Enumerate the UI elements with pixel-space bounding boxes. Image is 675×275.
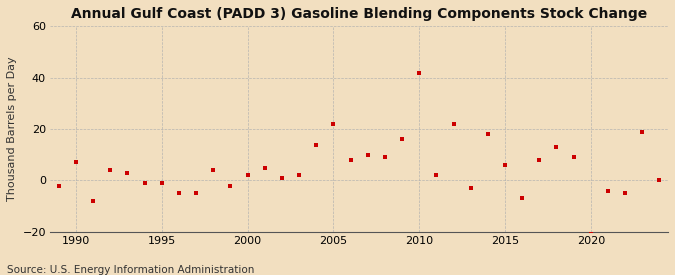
- Point: [88, 199, 99, 203]
- Text: Source: U.S. Energy Information Administration: Source: U.S. Energy Information Administ…: [7, 265, 254, 275]
- Point: [585, 232, 596, 237]
- Point: [345, 158, 356, 162]
- Point: [465, 186, 476, 190]
- Point: [362, 153, 373, 157]
- Point: [500, 163, 510, 167]
- Point: [654, 178, 665, 183]
- Point: [294, 173, 304, 178]
- Point: [277, 176, 288, 180]
- Point: [534, 158, 545, 162]
- Y-axis label: Thousand Barrels per Day: Thousand Barrels per Day: [7, 57, 17, 201]
- Point: [551, 145, 562, 149]
- Point: [568, 155, 579, 160]
- Point: [637, 130, 648, 134]
- Point: [53, 183, 64, 188]
- Point: [190, 191, 201, 196]
- Point: [208, 168, 219, 172]
- Point: [310, 142, 321, 147]
- Point: [379, 155, 390, 160]
- Point: [483, 132, 493, 136]
- Point: [397, 137, 408, 142]
- Point: [414, 70, 425, 75]
- Point: [517, 196, 528, 201]
- Point: [173, 191, 184, 196]
- Point: [157, 181, 167, 185]
- Point: [70, 160, 81, 165]
- Point: [139, 181, 150, 185]
- Title: Annual Gulf Coast (PADD 3) Gasoline Blending Components Stock Change: Annual Gulf Coast (PADD 3) Gasoline Blen…: [71, 7, 647, 21]
- Point: [105, 168, 115, 172]
- Point: [259, 166, 270, 170]
- Point: [620, 191, 630, 196]
- Point: [242, 173, 253, 178]
- Point: [603, 189, 614, 193]
- Point: [431, 173, 441, 178]
- Point: [448, 122, 459, 126]
- Point: [328, 122, 339, 126]
- Point: [122, 170, 133, 175]
- Point: [225, 183, 236, 188]
